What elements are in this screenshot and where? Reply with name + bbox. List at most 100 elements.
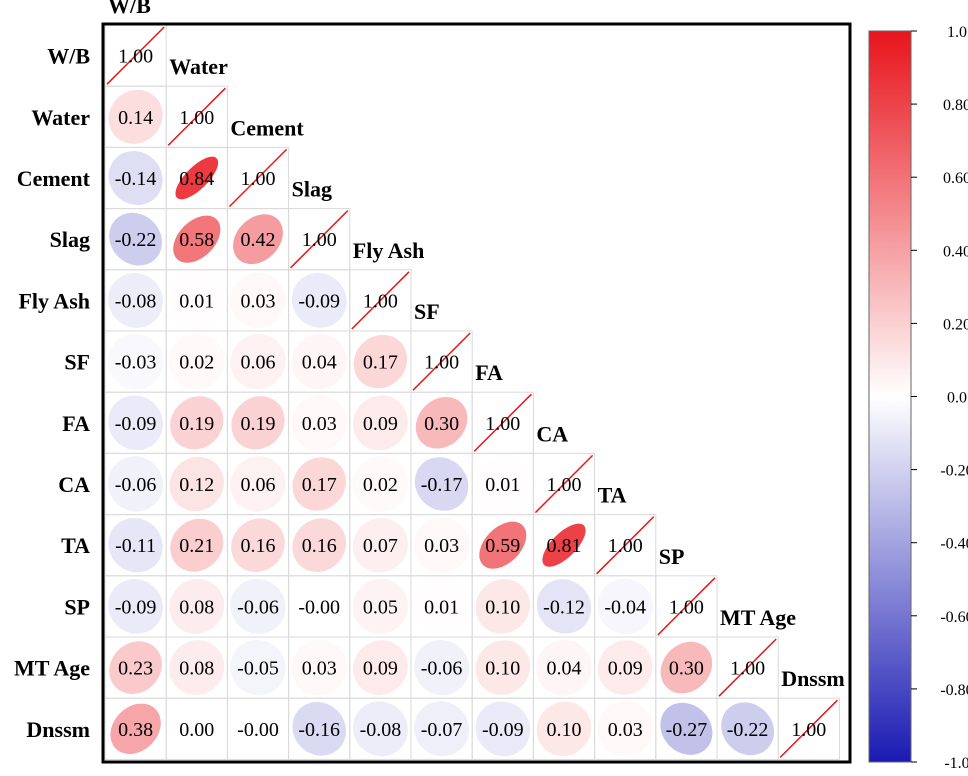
ellipse-mt-age-cement [230,639,286,696]
column-label-w-b: W/B [108,0,151,18]
value-label-2-1: 0.84 [179,168,214,190]
ellipse-mt-age-slag [291,639,347,696]
value-label-6-5: 0.30 [424,413,459,435]
column-label-ca: CA [536,421,568,446]
value-label-6-6: 1.00 [485,413,520,435]
ellipse-dnssm-ta [597,701,653,757]
value-label-7-5: -0.17 [421,474,463,496]
diagonal-marker-0 [106,26,165,85]
colorbar-tick-label: -0.80 [940,682,968,699]
ellipse-ta-fly-ash [352,517,408,573]
column-label-slag: Slag [292,177,332,202]
value-label-4-2: 0.03 [241,290,276,312]
colorbar: 1.0 0.80 0.60 0.40 0.20 0.0 -0.20 -0.40 -0.60 -0.… [868,24,968,772]
value-label-9-4: 0.05 [363,596,398,618]
ellipse-sp-water [169,578,225,634]
column-label-sf: SF [414,299,440,324]
ellipse-fa-slag [291,395,347,451]
value-label-10-7: 0.04 [547,658,582,680]
ellipse-mt-age-sp [660,641,713,694]
value-label-6-1: 0.19 [179,413,214,435]
diagonal-marker-5 [412,332,471,391]
value-label-9-6: 0.10 [485,596,520,618]
value-label-0-0: 1.00 [118,46,153,68]
value-label-7-4: 0.02 [363,474,398,496]
plot-frame [101,22,852,764]
value-label-10-10: 1.00 [730,658,765,680]
value-label-5-5: 1.00 [424,352,459,374]
diagonal-marker-4 [351,271,410,330]
ellipse-ta-fa [479,521,527,569]
ellipse-sp-slag [291,578,348,635]
ellipse-fly-ash-slag [291,273,347,328]
ellipse-dnssm-mt-age [721,702,775,756]
ellipse-sp-ca [536,579,592,634]
diagonal-marker-7 [534,454,594,514]
value-label-11-9: -0.27 [666,719,708,741]
column-label-fly-ash: Fly Ash [353,238,425,263]
ellipse-ca-w-b [108,456,164,512]
ellipse-fly-ash-w-b [108,272,164,328]
ellipse-mt-age-water [169,640,225,696]
ellipse-ta-w-b [108,517,163,573]
row-label-dnssm: Dnssm [26,717,90,742]
column-label-water: Water [169,54,228,79]
ellipse-ta-slag [292,518,347,573]
value-label-4-3: -0.09 [298,290,340,312]
value-label-3-2: 0.42 [241,229,276,251]
value-label-8-6: 0.59 [485,535,520,557]
value-label-10-8: 0.09 [608,658,643,680]
ellipse-ca-slag [292,457,346,511]
value-label-8-1: 0.21 [179,535,214,557]
value-label-11-11: 1.00 [791,719,826,741]
ellipse-sf-slag [291,333,347,390]
value-label-8-4: 0.07 [363,535,398,557]
ellipse-dnssm-sp [660,702,713,755]
row-label-water: Water [31,105,90,130]
colorbar-tick-label: -0.60 [940,609,968,626]
value-label-5-2: 0.06 [241,352,276,374]
ellipse-mt-age-ca [536,639,592,696]
value-label-10-9: 0.30 [669,658,704,680]
column-label-fa: FA [475,360,503,385]
value-label-11-7: 0.10 [547,719,582,741]
ellipse-layer [106,26,838,758]
diagonal-marker-8 [596,516,655,575]
cell-11-11 [777,697,840,760]
colorbar-tick-label: -0.20 [940,463,968,480]
value-label-3-3: 1.00 [302,229,337,251]
value-label-layer: 1.00 0.14 1.00 -0.14 0.84 1.00 -0.22 0.58 0.42 1.… [115,46,827,741]
ellipse-ta-cement [231,518,285,573]
value-label-11-3: -0.16 [298,719,340,741]
ellipse-ta-sf [413,517,470,573]
ellipse-sf-fly-ash [353,334,408,389]
column-label-layer: W/B Water Cement Slag Fly Ash SF FA CA TA SP MT Ag… [108,0,845,691]
value-label-9-8: -0.04 [604,596,646,618]
value-label-7-6: 0.01 [485,474,520,496]
value-label-10-6: 0.10 [485,658,520,680]
ellipse-mt-age-ta [597,640,653,695]
ellipse-fa-fly-ash [353,395,408,451]
value-label-1-1: 1.00 [179,107,214,129]
value-label-6-3: 0.03 [302,413,337,435]
ellipse-ta-water [170,518,224,572]
column-label-mt-age: MT Age [720,605,796,630]
value-label-10-0: 0.23 [118,658,153,680]
value-label-4-4: 1.00 [363,290,398,312]
diagonal-marker-10 [718,638,777,697]
value-label-11-1: 0.00 [179,719,214,741]
ellipse-fly-ash-water [168,272,225,329]
ellipse-sf-w-b [107,333,164,390]
row-label-layer: W/B Water Cement Slag Fly Ash SF FA CA TA SP MT Ag… [14,44,91,742]
value-label-8-2: 0.16 [241,535,276,557]
value-label-6-4: 0.09 [363,413,398,435]
value-label-7-0: -0.06 [115,474,157,496]
ellipse-ca-fa [474,456,531,512]
value-label-2-2: 1.00 [241,168,276,190]
value-label-8-8: 1.00 [608,535,643,557]
value-label-8-0: -0.11 [115,535,156,557]
value-label-8-3: 0.16 [302,535,337,557]
value-label-9-7: -0.12 [543,596,585,618]
